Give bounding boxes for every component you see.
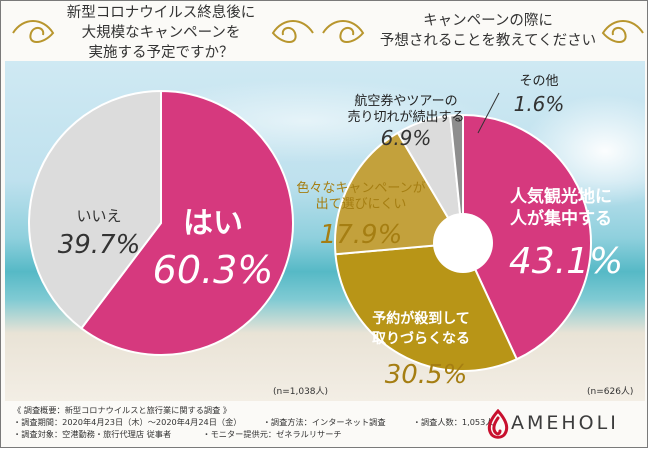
survey-count: ・調査人数：1,053人 — [412, 417, 494, 427]
pie1-value-yes: 60.3% — [153, 248, 274, 292]
ameholi-logo-mark-icon — [487, 409, 509, 439]
pie2-value-tickets: 6.9% — [381, 126, 432, 150]
pie1-value-no: 39.7% — [58, 230, 141, 260]
pie2-label-booking-1: 予約が殺到して — [372, 310, 470, 327]
pie2-label-choices-1: 色々なキャンペーンが — [296, 180, 425, 196]
flourish-left-2 — [271, 20, 314, 43]
pie2-slice-4 — [449, 113, 464, 244]
survey-method: ・調査方法：インターネット調査 — [262, 417, 386, 427]
pie1-label-no: いいえ — [76, 207, 121, 225]
chart1-title-line: 大規模なキャンペーンを — [81, 25, 241, 41]
pie-chart-1 — [28, 89, 294, 356]
pie2-slice-0 — [462, 113, 592, 361]
survey-row-1: ・調査期間：2020年4月23日（木）〜2020年4月24日（金） ・調査方法：… — [13, 416, 494, 428]
chart1-title: 新型コロナウイルス終息後に 大規模なキャンペーンを 実施する予定ですか？ — [56, 3, 266, 63]
ameholi-logo-text: AMEHOLI — [511, 412, 619, 434]
chart1-title-line: 新型コロナウイルス終息後に — [66, 5, 256, 21]
pie1-sample-note: (n=1,038人) — [273, 386, 328, 397]
flourish-right-2 — [601, 20, 644, 43]
pie1-slice-1 — [28, 89, 162, 330]
flourish-left-1 — [12, 20, 55, 43]
pie2-value-booking: 30.5% — [385, 360, 468, 390]
pie2-slice-2 — [334, 131, 465, 256]
flourish-right-1 — [322, 20, 365, 43]
pie-chart-2 — [334, 113, 592, 372]
survey-period: ・調査期間：2020年4月23日（木）〜2020年4月24日（金） — [13, 417, 242, 427]
pie2-label-tickets-1: 航空券やツアーの — [354, 93, 457, 109]
ameholi-logo: AMEHOLI — [483, 405, 643, 445]
pie2-label-choices-2: 出て選びにくい — [316, 197, 407, 212]
pie2-sample-note: (n=626人) — [587, 386, 633, 397]
chart1-title-line: 実施する予定ですか？ — [88, 45, 234, 61]
pie2-value-choices: 17.9% — [320, 220, 403, 250]
pie2-label-crowd-2: 人が集中する — [510, 208, 612, 229]
pie1-label-yes: はい — [183, 206, 243, 241]
chart2-title: キャンペーンの際に 予想されることを教えてください — [363, 11, 613, 51]
chart2-title-line: キャンペーンの際に — [423, 13, 553, 29]
pie1-slice-0 — [80, 89, 294, 356]
chart2-title-line: 予想されることを教えてください — [379, 33, 597, 49]
pie2-value-other: 1.6% — [514, 92, 565, 116]
survey-notes: 《 調査概要：新型コロナウイルスと旅行業に関する調査 》 ・調査期間：2020年… — [13, 404, 494, 440]
pie2-label-booking-2: 取りづらくなる — [372, 330, 470, 347]
survey-provider: ・モニター提供元：ゼネラルリサーチ — [202, 429, 342, 439]
survey-target: ・調査対象：空港勤務・旅行代理店 従事者 — [13, 429, 172, 439]
pie2-leader-line-other — [477, 92, 500, 134]
pie2-slice-1 — [334, 241, 519, 372]
survey-row-2: ・調査対象：空港勤務・旅行代理店 従事者 ・モニター提供元：ゼネラルリサーチ — [13, 428, 494, 440]
donut-hole — [433, 213, 493, 273]
pie2-value-crowd: 43.1% — [509, 241, 623, 282]
pie2-label-tickets-2: 売り切れが続出する — [347, 109, 464, 125]
pie2-label-crowd-1: 人気観光地に — [510, 186, 612, 207]
survey-title: 《 調査概要：新型コロナウイルスと旅行業に関する調査 》 — [13, 405, 232, 415]
pie2-label-other: その他 — [519, 74, 558, 89]
